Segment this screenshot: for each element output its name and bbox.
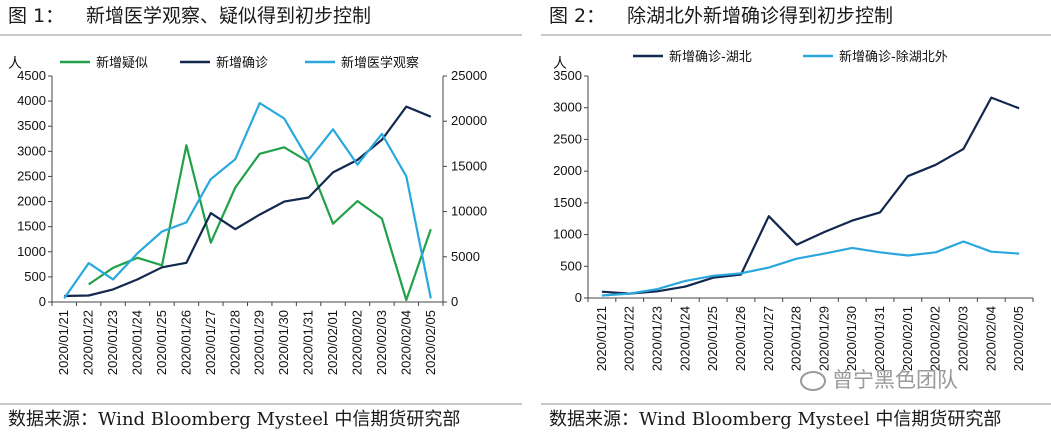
x-tick-label: 2020/01/27 xyxy=(761,306,776,371)
wechat-icon xyxy=(800,371,826,391)
y2-tick-label: 25000 xyxy=(451,68,487,83)
y-tick-label: 1000 xyxy=(17,244,46,259)
x-tick-label: 2020/02/05 xyxy=(423,310,438,375)
y-unit-label: 人 xyxy=(553,56,567,72)
figure-2-top-rule xyxy=(541,34,1051,36)
x-tick-label: 2020/02/04 xyxy=(398,310,413,375)
y-tick-label: 500 xyxy=(24,269,46,284)
y-tick-label: 0 xyxy=(575,290,582,305)
x-tick-label: 2020/01/23 xyxy=(105,310,120,375)
figure-2-title-row: 图 2： 除湖北外新增确诊得到初步控制 xyxy=(549,2,893,30)
watermark: 曾宁黑色团队 xyxy=(800,364,958,394)
x-tick-label: 2020/01/30 xyxy=(276,310,291,375)
y2-tick-label: 5000 xyxy=(451,249,480,264)
series-line-新增医学观察 xyxy=(63,102,432,300)
figure-2-title: 除湖北外新增确诊得到初步控制 xyxy=(627,5,894,27)
x-tick-label: 2020/01/23 xyxy=(650,306,665,371)
y-tick-label: 4500 xyxy=(17,68,46,83)
y2-tick-label: 0 xyxy=(451,294,458,309)
y-tick-label: 0 xyxy=(39,294,46,309)
figure-1-title: 新增医学观察、疑似得到初步控制 xyxy=(86,5,372,27)
x-tick-label: 2020/01/25 xyxy=(154,310,169,375)
x-tick-label: 2020/01/27 xyxy=(203,310,218,375)
y-tick-label: 1000 xyxy=(553,227,582,242)
y-tick-label: 3500 xyxy=(553,68,582,83)
x-tick-label: 2020/01/30 xyxy=(844,306,859,371)
figure-1-top-rule xyxy=(0,34,522,36)
y-tick-label: 1500 xyxy=(553,195,582,210)
x-tick-label: 2020/01/28 xyxy=(789,306,804,371)
x-tick-label: 2020/01/22 xyxy=(622,306,637,371)
x-tick-label: 2020/02/04 xyxy=(983,306,998,371)
legend-label: 新增确诊-除湖北外 xyxy=(839,49,948,65)
figure-2-source: 数据来源：Wind Bloomberg Mysteel 中信期货研究部 xyxy=(549,409,1002,430)
y-unit-label: 人 xyxy=(8,56,22,72)
x-tick-label: 2020/01/26 xyxy=(178,310,193,375)
figure-1-panel: 图 1： 新增医学观察、疑似得到初步控制 人 0 500 1000 1500 2000 250… xyxy=(0,0,522,436)
y-tick-label: 3000 xyxy=(553,100,582,115)
figure-1-bottom-rule xyxy=(0,403,522,405)
figure-2-chart: 人 0 500 1000 1500 2000 2500 3000 3500 2020/01/21 2… xyxy=(553,49,1034,371)
x-tick-label: 2020/01/25 xyxy=(705,306,720,371)
series-line-新增疑似 xyxy=(88,144,432,302)
figure-1-chart: 人 0 500 1000 1500 2000 2500 3000 3500 4000 4500 0 50… xyxy=(8,55,487,375)
series-line-新增确诊-除湖北外 xyxy=(601,240,1020,297)
series-line-新增确诊-湖北 xyxy=(601,96,1020,295)
x-tick-label: 2020/01/29 xyxy=(816,306,831,371)
x-tick-label: 2020/01/29 xyxy=(252,310,267,375)
x-tick-label: 2020/01/22 xyxy=(81,310,96,375)
x-tick-label: 2020/01/21 xyxy=(56,310,71,375)
y-tick-label: 3500 xyxy=(17,118,46,133)
x-tick-label: 2020/01/28 xyxy=(227,310,242,375)
y-tick-label: 1500 xyxy=(17,219,46,234)
y2-tick-label: 10000 xyxy=(451,204,487,219)
y-tick-label: 2000 xyxy=(17,194,46,209)
figure-2-bottom-rule xyxy=(541,403,1051,405)
figure-1-label: 图 1： xyxy=(8,5,65,27)
x-tick-label: 2020/01/21 xyxy=(594,306,609,371)
x-tick-label: 2020/01/24 xyxy=(677,306,692,371)
y-tick-label: 2500 xyxy=(553,131,582,146)
figure-2-panel: 图 2： 除湖北外新增确诊得到初步控制 人 0 500 1000 1500 2000 2500… xyxy=(541,0,1051,436)
x-tick-label: 2020/02/01 xyxy=(325,310,340,375)
y-tick-label: 2000 xyxy=(553,163,582,178)
y2-tick-label: 20000 xyxy=(451,113,487,128)
x-tick-label: 2020/01/26 xyxy=(733,306,748,371)
legend-label: 新增疑似 xyxy=(96,55,148,71)
x-tick-label: 2020/01/31 xyxy=(301,310,316,375)
x-tick-label: 2020/02/01 xyxy=(900,306,915,371)
figure-2-label: 图 2： xyxy=(549,5,606,27)
x-tick-label: 2020/01/31 xyxy=(872,306,887,371)
y-tick-label: 500 xyxy=(560,258,582,273)
x-tick-label: 2020/02/03 xyxy=(955,306,970,371)
y2-tick-label: 15000 xyxy=(451,158,487,173)
legend-label: 新增确诊 xyxy=(216,55,268,71)
watermark-text: 曾宁黑色团队 xyxy=(832,368,958,392)
x-tick-label: 2020/02/02 xyxy=(928,306,943,371)
x-tick-label: 2020/01/24 xyxy=(130,310,145,375)
series-line-新增确诊 xyxy=(64,105,432,298)
x-tick-label: 2020/02/05 xyxy=(1011,306,1026,371)
legend-label: 新增确诊-湖北 xyxy=(669,49,752,65)
legend-label: 新增医学观察 xyxy=(341,55,419,71)
figure-1-title-row: 图 1： 新增医学观察、疑似得到初步控制 xyxy=(8,2,371,30)
y-tick-label: 3000 xyxy=(17,143,46,158)
y-tick-label: 2500 xyxy=(17,168,46,183)
figure-1-source: 数据来源：Wind Bloomberg Mysteel 中信期货研究部 xyxy=(8,409,461,430)
x-tick-label: 2020/02/03 xyxy=(374,310,389,375)
x-tick-label: 2020/02/02 xyxy=(349,310,364,375)
y-tick-label: 4000 xyxy=(17,93,46,108)
